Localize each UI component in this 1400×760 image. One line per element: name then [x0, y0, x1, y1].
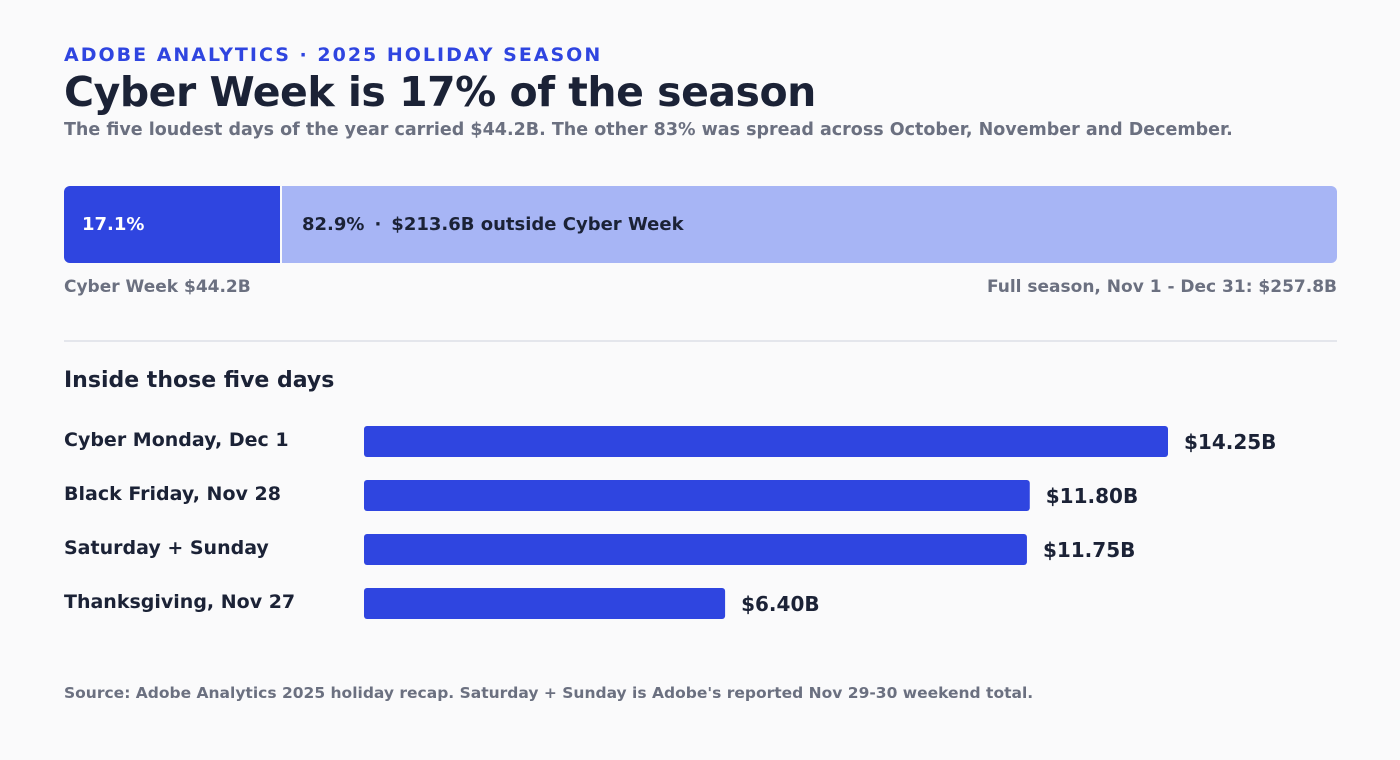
rest-separator: · [374, 214, 382, 235]
bar [364, 480, 1030, 511]
full-season-caption: Full season, Nov 1 - Dec 31: $257.8B [986, 277, 1337, 297]
value-label: $6.40B [741, 592, 820, 616]
category-label: Thanksgiving, Nov 27 [64, 591, 295, 613]
share-stacked-bar: 17.1% 82.9% · $213.6B outside Cyber Week [64, 186, 1337, 263]
rest-pct-label: 82.9% [302, 214, 365, 235]
source-note: Source: Adobe Analytics 2025 holiday rec… [64, 684, 1034, 702]
category-label: Cyber Monday, Dec 1 [64, 429, 289, 451]
rest-of-season-segment: 82.9% · $213.6B outside Cyber Week [282, 186, 1337, 263]
cyber-week-pct-label: 17.1% [82, 214, 145, 235]
chart-subtitle: The five loudest days of the year carrie… [64, 120, 1233, 140]
category-label: Black Friday, Nov 28 [64, 483, 281, 505]
cyber-week-caption: Cyber Week $44.2B [64, 277, 251, 297]
value-label: $14.25B [1184, 430, 1276, 454]
chart-title: Cyber Week is 17% of the season [64, 68, 816, 116]
bar [364, 426, 1168, 457]
bar [364, 534, 1027, 565]
section-divider [64, 340, 1337, 342]
chart-eyebrow: ADOBE ANALYTICS · 2025 HOLIDAY SEASON [64, 44, 603, 66]
bar [364, 588, 726, 619]
value-label: $11.80B [1046, 484, 1138, 508]
category-label: Saturday + Sunday [64, 537, 269, 559]
value-label: $11.75B [1043, 538, 1135, 562]
cyber-week-segment: 17.1% [64, 186, 282, 263]
section-title: Inside those five days [64, 368, 335, 393]
rest-amount-label: $213.6B outside Cyber Week [391, 214, 684, 235]
